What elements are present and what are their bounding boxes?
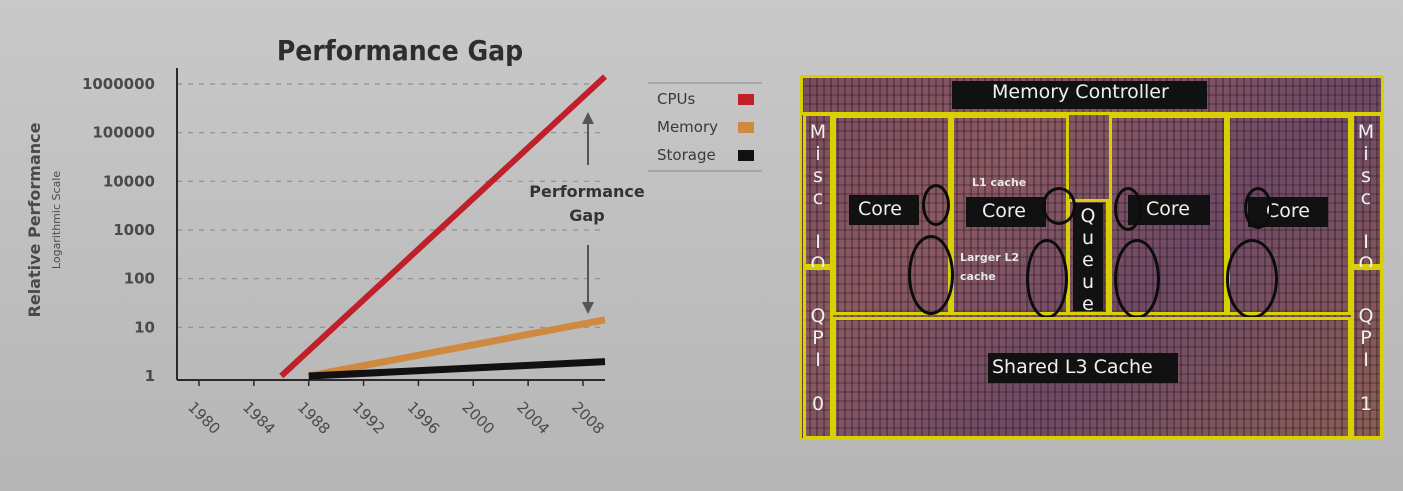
core-block-1 — [833, 115, 951, 315]
legend-swatch-memory — [738, 122, 754, 133]
memory-controller-block — [800, 75, 1384, 115]
l2-ring-1 — [908, 235, 954, 315]
x-tick-label: 2000 — [458, 398, 498, 438]
series-line-memory — [308, 316, 606, 380]
performance-gap-chart: Performance Gap 100000010000010000100010… — [25, 34, 762, 438]
l3-label-bg — [988, 353, 1178, 383]
y-tick-label: 10 — [134, 318, 155, 336]
gap-arrow-up-head — [582, 112, 594, 124]
x-tick-label: 1980 — [184, 398, 224, 438]
y-axis-label: Relative Performance — [25, 122, 44, 317]
misc-io-left-block — [803, 113, 833, 267]
legend-label-cpus: CPUs — [657, 90, 695, 108]
x-tick-label: 1996 — [404, 398, 444, 438]
core-2-label-bg — [966, 197, 1046, 227]
memory-controller-label: Memory Controller — [992, 81, 1169, 103]
l3-cache-block — [833, 317, 1351, 439]
l1-ring-4 — [1244, 187, 1272, 229]
l1-ring-2 — [1042, 187, 1076, 225]
x-tick-label: 1984 — [239, 398, 279, 438]
series-line-cpus — [279, 74, 608, 379]
x-tick-label: 1992 — [349, 398, 389, 438]
qpi-right-block — [1351, 267, 1383, 439]
l1-ring-3 — [1114, 187, 1142, 231]
core-4-label: Core — [1266, 200, 1310, 222]
y-tick-label: 1 — [145, 367, 155, 385]
grid-lines — [177, 83, 605, 328]
l1-cache-label: L1 cache — [972, 176, 1027, 189]
y-tick-labels: 1000000 100000 10000 1000 100 10 1 — [82, 75, 155, 385]
core-block-3 — [1109, 115, 1227, 315]
x-tick-labels: 1980 1984 1988 1992 1996 2000 2004 2008 — [184, 380, 608, 438]
y-tick-label: 10000 — [103, 172, 155, 190]
x-tick-label: 1988 — [294, 398, 334, 438]
l2-cache-label-line1: Larger L2 — [960, 251, 1020, 264]
gap-annotation-line1: Performance — [529, 182, 645, 201]
misc-io-right-block — [1351, 113, 1383, 267]
legend-label-storage: Storage — [657, 146, 716, 164]
gap-annotation-line2: Gap — [569, 206, 604, 225]
y-tick-label: 100 — [124, 270, 155, 288]
queue-label-bg — [1073, 203, 1103, 311]
queue-block — [1067, 199, 1109, 315]
l1-ring-1 — [922, 184, 950, 226]
chart-title: Performance Gap — [277, 34, 523, 67]
l2-ring-2 — [1026, 239, 1068, 319]
series-lines — [279, 74, 608, 380]
legend-swatch-cpus — [738, 94, 754, 105]
y-tick-label: 100000 — [92, 124, 155, 142]
l2-ring-3 — [1114, 239, 1160, 319]
legend: CPUs Memory Storage — [648, 82, 762, 172]
legend-label-memory: Memory — [657, 118, 718, 136]
qpi-left-block — [803, 267, 833, 439]
x-tick-label: 2004 — [513, 398, 553, 438]
series-line-storage — [308, 358, 606, 380]
x-tick-label: 2008 — [568, 398, 608, 438]
gap-arrow-down-head — [582, 302, 594, 314]
y-axis-sublabel: Logarithmic Scale — [50, 171, 63, 269]
l3-cache-label: Shared L3 Cache — [992, 356, 1153, 378]
y-tick-label: 1000 — [113, 221, 155, 239]
core-3-label: Core — [1146, 198, 1190, 220]
l2-ring-4 — [1226, 239, 1278, 319]
y-tick-label: 1000000 — [82, 75, 155, 93]
legend-swatch-storage — [738, 150, 754, 161]
core-2-label: Core — [982, 200, 1026, 222]
memory-controller-label-bg — [952, 81, 1207, 109]
core-1-label: Core — [858, 198, 902, 220]
core-1-label-bg — [849, 195, 919, 225]
l2-cache-label-line2: cache — [960, 270, 996, 283]
core-block-4 — [1227, 115, 1351, 315]
